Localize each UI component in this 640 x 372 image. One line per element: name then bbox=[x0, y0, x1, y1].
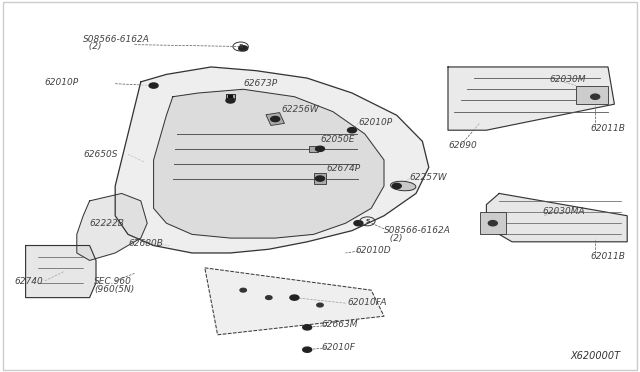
Circle shape bbox=[271, 116, 280, 122]
Bar bbox=[226, 94, 235, 99]
Bar bbox=[314, 173, 326, 184]
Text: (2): (2) bbox=[384, 234, 403, 243]
Circle shape bbox=[240, 288, 246, 292]
Polygon shape bbox=[26, 246, 96, 298]
Text: 62740: 62740 bbox=[15, 278, 44, 286]
Text: S: S bbox=[365, 219, 370, 224]
Ellipse shape bbox=[390, 181, 416, 191]
Polygon shape bbox=[205, 268, 384, 335]
Circle shape bbox=[226, 98, 235, 103]
Circle shape bbox=[239, 46, 248, 51]
Text: 62030M: 62030M bbox=[549, 75, 586, 84]
Text: (960(5N): (960(5N) bbox=[94, 285, 134, 294]
Circle shape bbox=[303, 347, 312, 352]
Circle shape bbox=[317, 303, 323, 307]
Text: 62674P: 62674P bbox=[326, 164, 360, 173]
Polygon shape bbox=[115, 67, 429, 253]
Text: 62257W: 62257W bbox=[410, 173, 447, 182]
Text: S08566-6162A: S08566-6162A bbox=[384, 226, 451, 235]
Circle shape bbox=[392, 183, 401, 189]
Text: 62650S: 62650S bbox=[83, 150, 118, 159]
Circle shape bbox=[354, 221, 363, 226]
Circle shape bbox=[591, 94, 600, 99]
Text: 62673P: 62673P bbox=[243, 79, 277, 88]
Text: 62010D: 62010D bbox=[355, 246, 391, 255]
Circle shape bbox=[303, 325, 312, 330]
Text: (2): (2) bbox=[83, 42, 102, 51]
Polygon shape bbox=[154, 89, 384, 238]
Text: 62222B: 62222B bbox=[90, 219, 124, 228]
Polygon shape bbox=[486, 193, 627, 242]
Text: 62010P: 62010P bbox=[358, 118, 392, 126]
Text: S: S bbox=[238, 44, 243, 49]
Polygon shape bbox=[448, 67, 614, 130]
Text: 62680B: 62680B bbox=[128, 239, 163, 248]
FancyBboxPatch shape bbox=[480, 212, 506, 234]
Text: 62011B: 62011B bbox=[590, 252, 625, 261]
Text: 62090: 62090 bbox=[448, 141, 477, 150]
Bar bbox=[266, 113, 285, 125]
Circle shape bbox=[348, 128, 356, 133]
Text: 62663M: 62663M bbox=[322, 320, 358, 329]
Text: 62010FA: 62010FA bbox=[348, 298, 387, 307]
Text: 62256W: 62256W bbox=[282, 105, 319, 114]
Polygon shape bbox=[77, 193, 147, 260]
Circle shape bbox=[316, 176, 324, 181]
Text: 62011B: 62011B bbox=[590, 124, 625, 133]
Text: 62010F: 62010F bbox=[322, 343, 356, 352]
Text: X620000T: X620000T bbox=[571, 351, 621, 361]
Circle shape bbox=[266, 296, 272, 299]
Text: SEC.960: SEC.960 bbox=[94, 278, 132, 286]
Text: 62050E: 62050E bbox=[320, 135, 355, 144]
Circle shape bbox=[488, 221, 497, 226]
Polygon shape bbox=[228, 95, 233, 98]
Circle shape bbox=[290, 295, 299, 300]
FancyBboxPatch shape bbox=[576, 86, 608, 104]
Circle shape bbox=[316, 146, 324, 151]
Text: 62030MA: 62030MA bbox=[542, 207, 585, 216]
Circle shape bbox=[149, 83, 158, 88]
Bar bbox=[309, 146, 318, 152]
Text: S08566-6162A: S08566-6162A bbox=[83, 35, 150, 44]
Text: 62010P: 62010P bbox=[45, 78, 79, 87]
